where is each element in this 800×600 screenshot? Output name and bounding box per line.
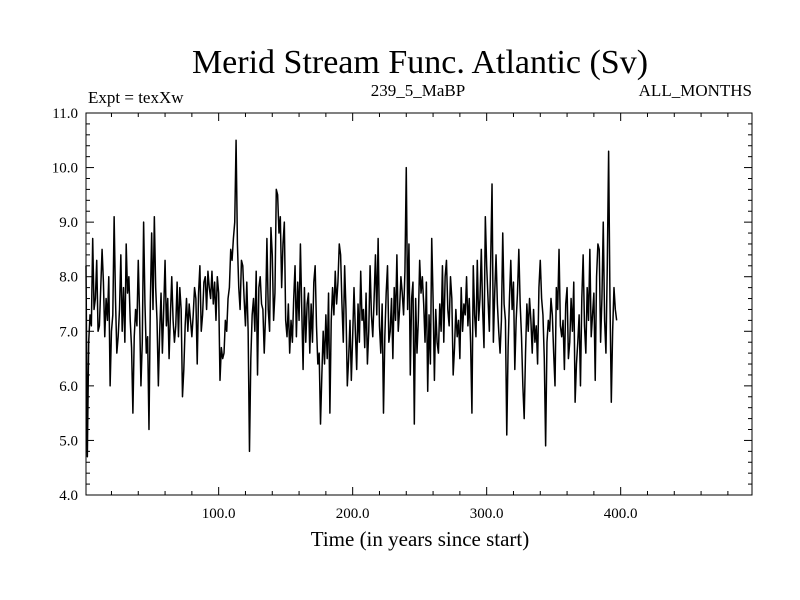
x-tick-label: 300.0 <box>470 506 504 522</box>
data-series-line <box>85 139 618 458</box>
y-tick-label: 9.0 <box>59 215 78 231</box>
x-tick-label: 400.0 <box>604 506 638 522</box>
chart-title: Merid Stream Func. Atlantic (Sv) <box>192 44 648 81</box>
y-tick-label: 4.0 <box>59 488 78 504</box>
y-tick-label: 6.0 <box>59 379 78 395</box>
x-axis-label: Time (in years since start) <box>311 527 530 551</box>
y-axis: 4.0 5.0 6.0 7.0 8.0 9.0 10.0 11.0 <box>52 106 752 504</box>
x-tick-label: 200.0 <box>336 506 370 522</box>
y-tick-label: 7.0 <box>59 324 78 340</box>
x-tick-label: 100.0 <box>202 506 236 522</box>
y-tick-label: 10.0 <box>52 161 78 177</box>
experiment-label: Expt = texXw <box>88 88 184 107</box>
y-tick-label: 8.0 <box>59 270 78 286</box>
y-tick-label: 11.0 <box>52 106 78 122</box>
period-label: 239_5_MaBP <box>371 81 465 100</box>
x-axis: 100.0 200.0 300.0 400.0 <box>110 113 729 522</box>
y-tick-label: 5.0 <box>59 433 78 449</box>
months-label: ALL_MONTHS <box>639 81 752 100</box>
